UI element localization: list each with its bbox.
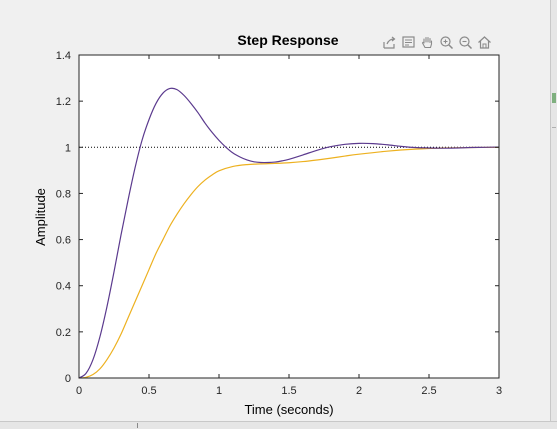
series-line-2 xyxy=(78,146,500,379)
y-tick-label: 1 xyxy=(65,142,71,154)
panel-edge-divider xyxy=(552,127,556,128)
export-icon[interactable] xyxy=(381,34,398,51)
y-axis-label: Amplitude xyxy=(33,188,48,246)
axes-toolbar xyxy=(381,34,493,52)
x-tick-label: 0 xyxy=(76,385,82,397)
panel-edge-fragment xyxy=(137,423,148,428)
x-tick-label: 2 xyxy=(356,385,362,397)
y-tick-label: 0.2 xyxy=(56,327,71,339)
zoom-in-icon[interactable] xyxy=(438,34,455,51)
chart-title: Step Response xyxy=(237,32,338,48)
y-tick-label: 0.6 xyxy=(56,235,71,247)
restore-view-icon[interactable] xyxy=(476,34,493,51)
zoom-out-icon[interactable] xyxy=(457,34,474,51)
axes-background xyxy=(79,55,499,378)
x-tick-label: 1.5 xyxy=(281,385,296,397)
x-tick-label: 3 xyxy=(496,385,502,397)
bottom-panel-edge xyxy=(0,421,557,429)
ticks-layer: 0 0.5 1 1.5 2 2.5 3 0 0.2 0.4 0.6 0.8 1 1.2 1.4 xyxy=(56,50,502,397)
right-panel-edge xyxy=(550,0,557,429)
y-tick-label: 1.2 xyxy=(56,96,71,108)
y-tick-label: 0.4 xyxy=(56,281,71,293)
panel-edge-marker xyxy=(552,93,556,103)
y-tick-label: 0.8 xyxy=(56,188,71,200)
series-line-1 xyxy=(78,87,500,379)
x-tick-label: 0.5 xyxy=(141,385,156,397)
data-tips-icon[interactable] xyxy=(400,34,417,51)
x-tick-label: 1 xyxy=(216,385,222,397)
x-tick-label: 2.5 xyxy=(421,385,436,397)
lines-layer xyxy=(78,87,500,379)
pan-hand-icon[interactable] xyxy=(419,34,436,51)
y-tick-label: 0 xyxy=(65,373,71,385)
y-tick-label: 1.4 xyxy=(56,50,71,62)
x-axis-label: Time (seconds) xyxy=(244,402,333,417)
